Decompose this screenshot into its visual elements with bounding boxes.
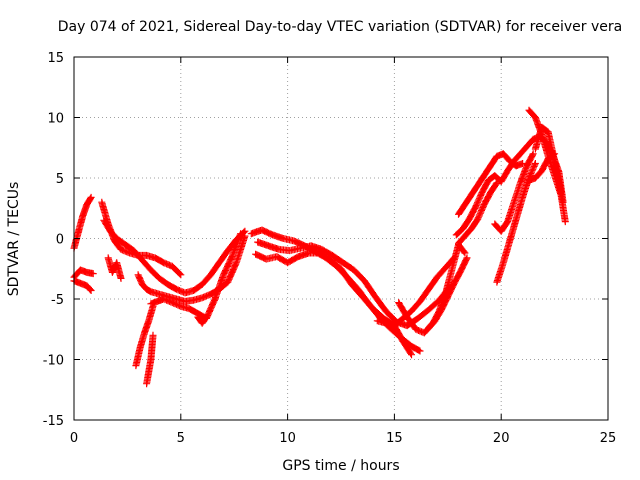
x-tick-label: 10: [279, 431, 296, 446]
x-tick-label: 15: [386, 431, 403, 446]
y-axis-label: SDTVAR / TECUs: [6, 182, 22, 297]
series-markers: [252, 249, 415, 359]
series-track: [493, 160, 539, 286]
series-markers: [194, 313, 210, 327]
y-tick-label: -15: [43, 414, 64, 429]
series-track: [252, 249, 415, 359]
y-tick-label: 15: [47, 51, 64, 66]
x-tick-label: 5: [177, 431, 185, 446]
y-tick-label: 0: [56, 233, 64, 248]
series-markers: [132, 302, 157, 370]
axis-ticks: 0 5 10 15 20 25 -15 -10 -5 0 5 10 15: [43, 51, 617, 446]
series-markers: [425, 254, 471, 332]
y-tick-label: 10: [47, 112, 64, 127]
x-tick-label: 20: [493, 431, 510, 446]
series-markers: [493, 160, 539, 286]
series-markers: [491, 150, 537, 235]
series-markers: [455, 179, 501, 247]
series-track: [132, 302, 157, 370]
series-track: [104, 254, 125, 282]
series-track: [491, 150, 537, 235]
chart-title: Day 074 of 2021, Sidereal Day-to-day VTE…: [58, 19, 622, 35]
x-tick-label: 25: [600, 431, 617, 446]
x-tick-label: 0: [70, 431, 78, 446]
series-track: [194, 313, 210, 327]
series-markers: [531, 123, 565, 196]
y-tick-label: 5: [56, 172, 64, 187]
series-track: [143, 331, 157, 388]
series-markers: [104, 254, 125, 282]
series-markers: [147, 230, 245, 322]
series-track: [147, 230, 245, 322]
series-markers: [100, 216, 249, 297]
series-track: [425, 254, 471, 332]
series-track: [455, 179, 501, 247]
data-points: [70, 106, 569, 388]
x-axis-label: GPS time / hours: [282, 458, 399, 474]
series-track: [100, 216, 249, 297]
series-markers: [134, 232, 249, 305]
series-track: [531, 123, 565, 196]
y-tick-label: -5: [51, 293, 64, 308]
series-track: [134, 232, 249, 305]
y-tick-label: -10: [43, 354, 64, 369]
series-markers: [143, 331, 157, 388]
